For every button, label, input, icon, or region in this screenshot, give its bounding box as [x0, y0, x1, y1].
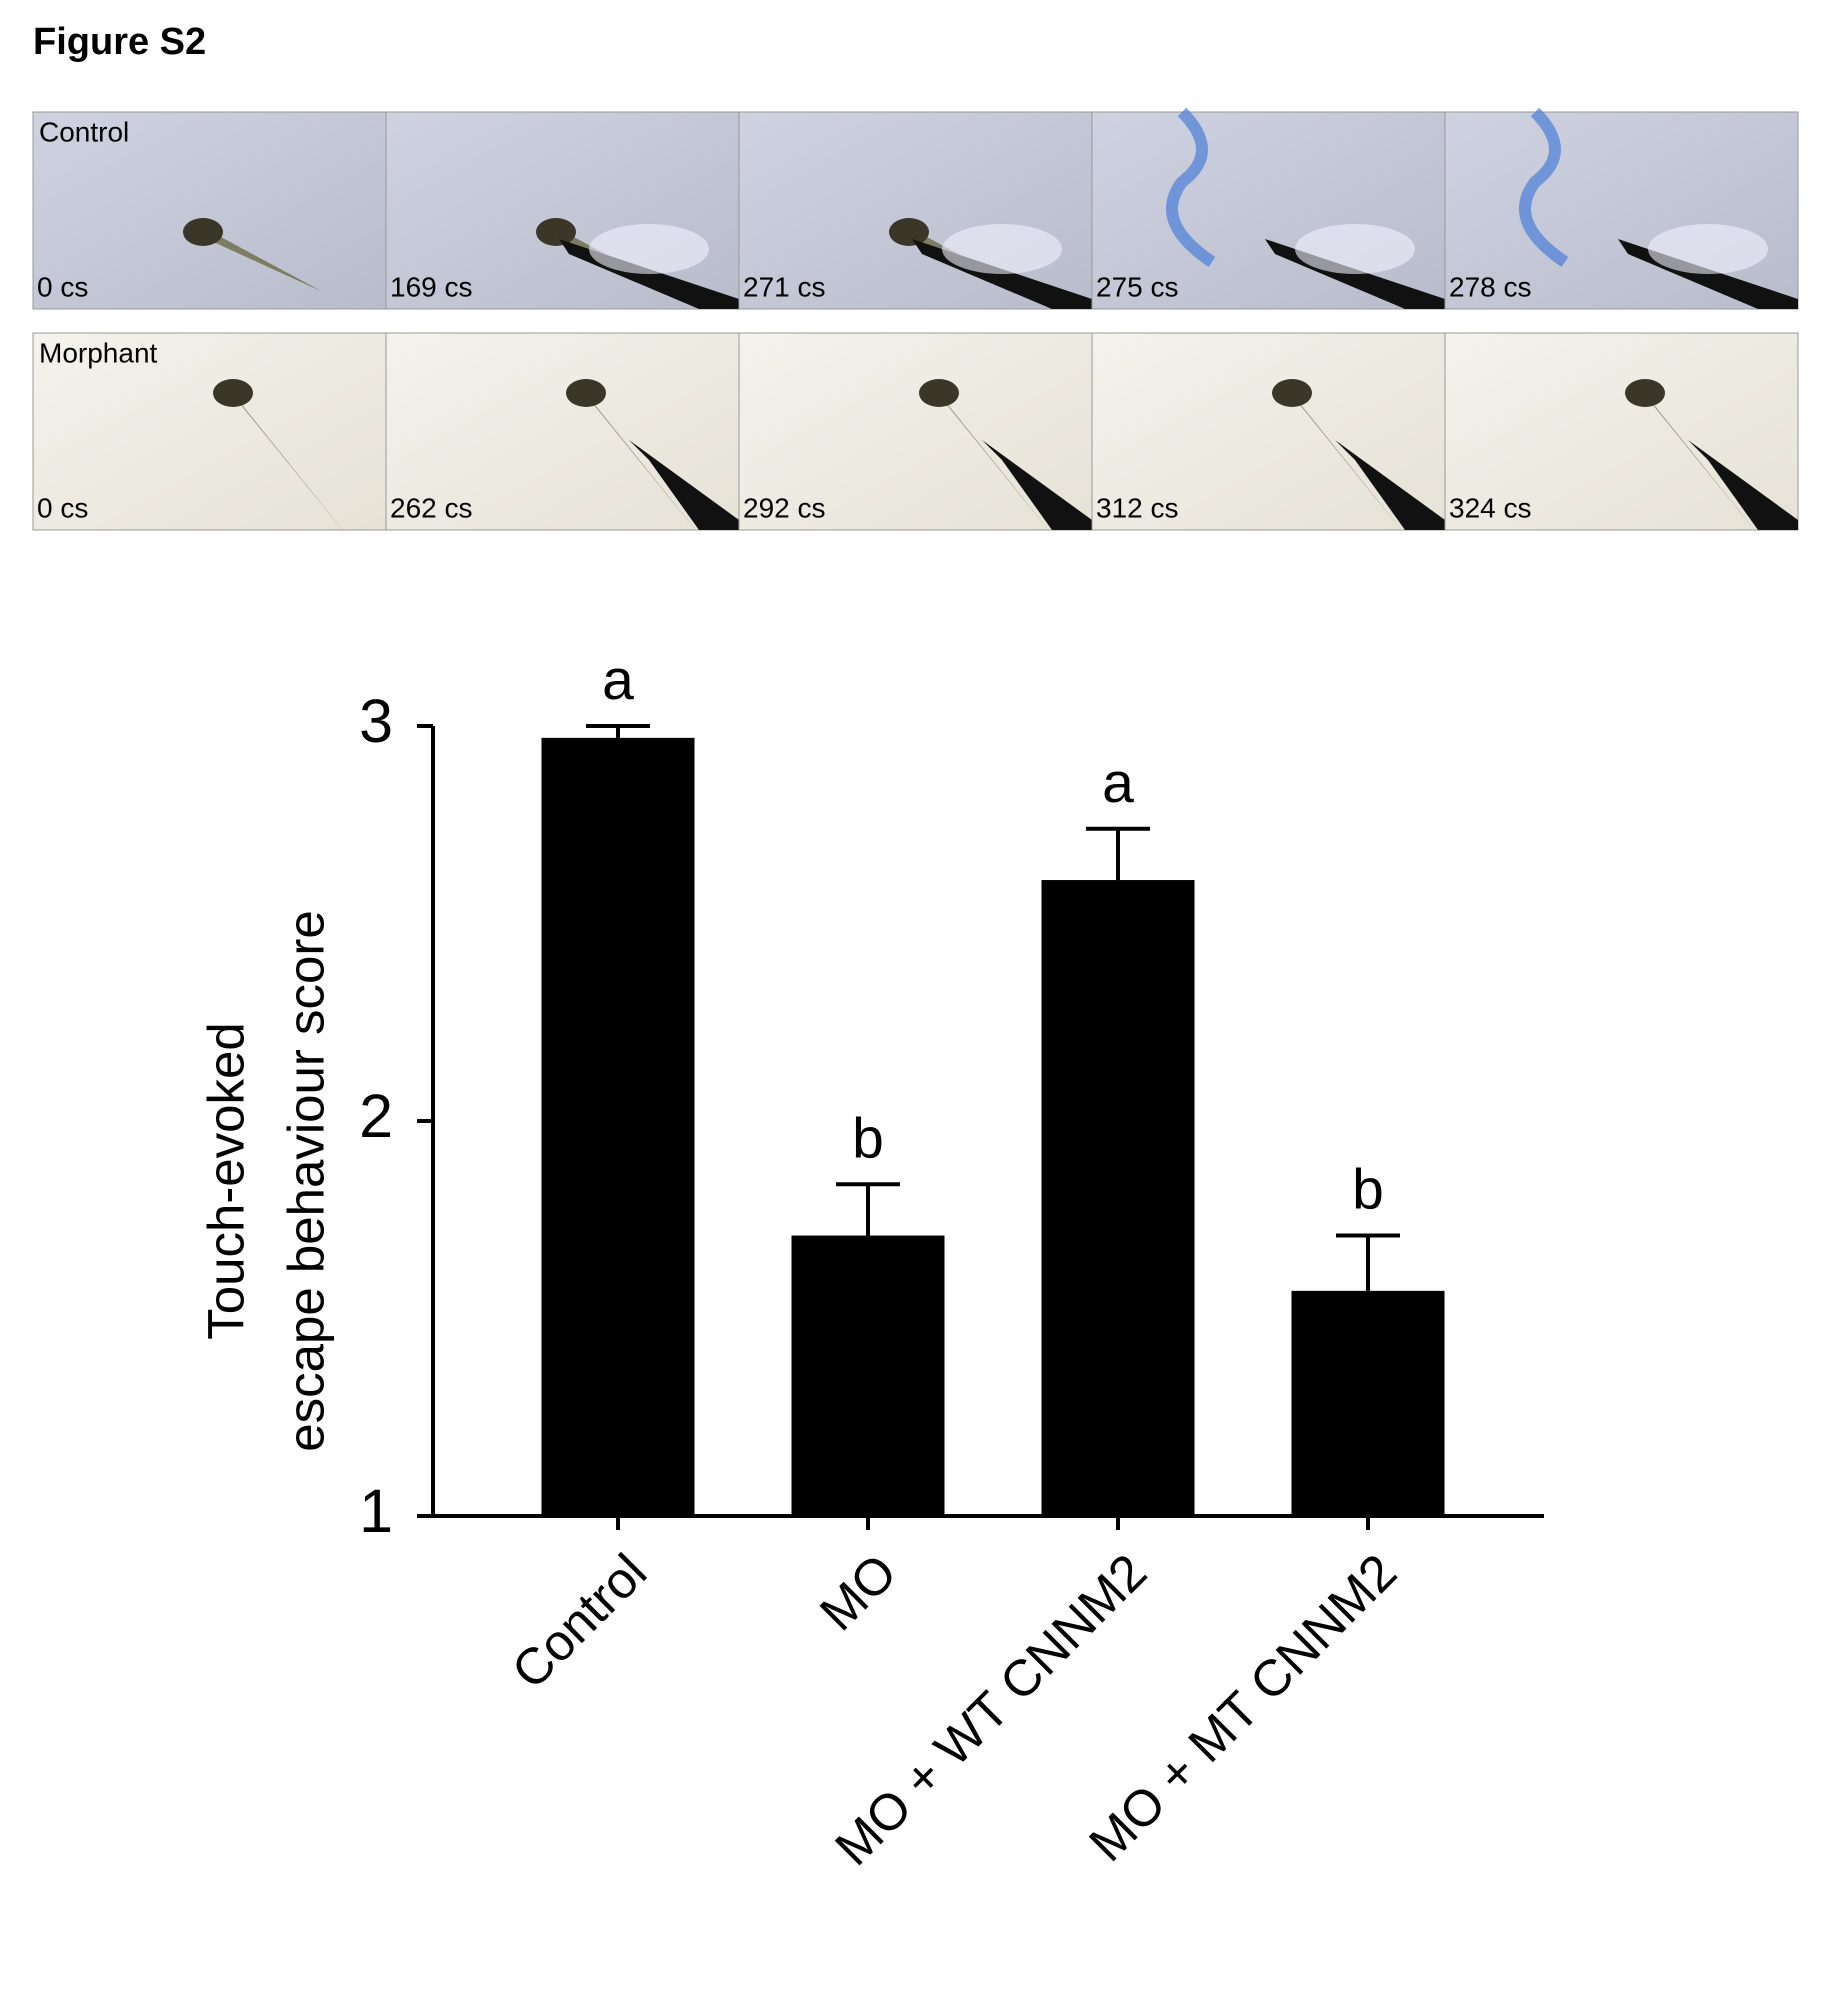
significance-letter: a — [602, 648, 634, 712]
error-bar — [1086, 826, 1150, 881]
time-label: 278 cs — [1449, 271, 1532, 302]
photo-frame — [738, 111, 1093, 310]
photo-frame — [1444, 111, 1799, 310]
error-bar — [1336, 1233, 1400, 1291]
photo-grid: 0 cs 169 cs 271 cs 275 cs 278 cs Control 0 cs 2… — [32, 107, 1799, 543]
chart: 1 2 3 Touch-evoked escape behaviour score a Co… — [197, 648, 1544, 1876]
glare — [589, 224, 709, 274]
time-label: 275 cs — [1096, 271, 1179, 302]
y-tick-label: 1 — [359, 1477, 393, 1545]
time-label: 312 cs — [1096, 492, 1179, 523]
photo-frame — [1091, 111, 1446, 310]
larva — [929, 383, 1059, 543]
larva-head — [566, 379, 606, 407]
needle — [1335, 440, 1445, 530]
larva — [1635, 383, 1765, 543]
time-label: 0 cs — [37, 492, 88, 523]
larva-head — [919, 379, 959, 407]
larva-head — [1625, 379, 1665, 407]
y-tick-label: 3 — [359, 687, 393, 755]
glare — [942, 224, 1062, 274]
larva — [193, 222, 323, 292]
y-tick-label: 2 — [359, 1082, 393, 1150]
significance-letter: a — [1102, 751, 1134, 815]
glare — [1295, 224, 1415, 274]
row-label: Morphant — [39, 337, 158, 368]
larva — [576, 383, 706, 543]
time-label: 271 cs — [743, 271, 826, 302]
time-label: 0 cs — [37, 271, 88, 302]
glare — [1648, 224, 1768, 274]
figure-title: Figure S2 — [33, 21, 206, 63]
significance-letter: b — [852, 1106, 884, 1170]
needle — [982, 440, 1092, 530]
larva-head — [213, 379, 253, 407]
bar — [791, 1235, 945, 1516]
larva-blur — [1166, 107, 1216, 267]
larva-head — [536, 218, 576, 246]
larva — [1282, 383, 1412, 543]
error-bar — [586, 724, 650, 738]
larva-head — [1272, 379, 1312, 407]
larva-head — [183, 218, 223, 246]
x-tick-label: Control — [501, 1543, 658, 1700]
needle — [1688, 440, 1798, 530]
y-axis-label: escape behaviour score — [277, 910, 334, 1452]
needle — [629, 440, 739, 530]
x-tick-label: MO — [809, 1543, 907, 1641]
row-label: Control — [39, 116, 129, 147]
bar — [1041, 880, 1195, 1516]
time-label: 292 cs — [743, 492, 826, 523]
bar — [1291, 1290, 1445, 1516]
photo-frame — [32, 332, 387, 531]
photo-frame — [32, 111, 387, 310]
time-label: 262 cs — [390, 492, 473, 523]
larva-head — [889, 218, 929, 246]
time-label: 169 cs — [390, 271, 473, 302]
larva-blur — [1519, 107, 1569, 267]
time-label: 324 cs — [1449, 492, 1532, 523]
photo-frame — [385, 111, 740, 310]
significance-letter: b — [1352, 1158, 1384, 1222]
y-axis-label: Touch-evoked — [197, 1022, 254, 1340]
larva — [223, 383, 353, 543]
bar — [541, 737, 695, 1516]
error-bar — [836, 1182, 900, 1236]
